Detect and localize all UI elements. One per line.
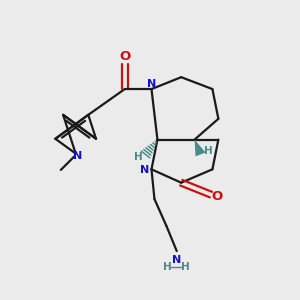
Text: H: H (163, 262, 172, 272)
Polygon shape (195, 140, 206, 156)
Text: O: O (119, 50, 130, 63)
Text: H: H (134, 152, 142, 162)
Text: H: H (204, 146, 212, 157)
Text: O: O (212, 190, 223, 202)
Text: N: N (172, 255, 181, 265)
Text: H: H (181, 262, 189, 272)
Text: N: N (140, 165, 150, 175)
Text: N: N (148, 79, 157, 89)
Text: N: N (73, 151, 82, 161)
